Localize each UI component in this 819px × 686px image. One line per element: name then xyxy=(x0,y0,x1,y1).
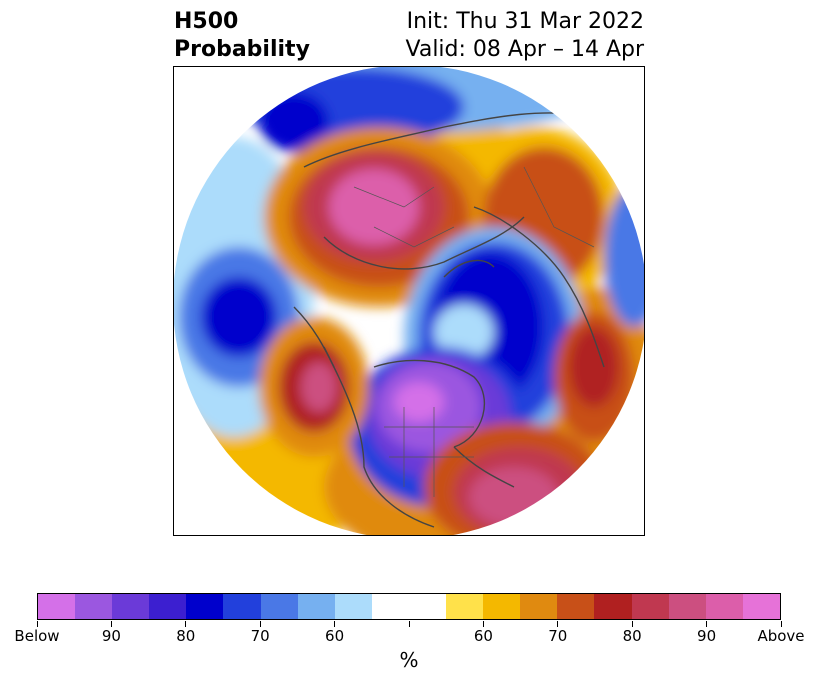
colorbar-swatch xyxy=(297,594,335,619)
colorbar-tick-label: 90 xyxy=(101,627,121,645)
colorbar-tick-label: 70 xyxy=(250,627,270,645)
colorbar-swatch xyxy=(594,594,632,619)
map-panel xyxy=(173,66,645,536)
colorbar-swatch xyxy=(112,594,150,619)
colorbar-tick-label: 90 xyxy=(697,627,717,645)
colorbar-tick xyxy=(259,621,261,627)
colorbar-swatch xyxy=(557,594,595,619)
colorbar-tick-label: 70 xyxy=(548,627,568,645)
valid-range: Valid: 08 Apr – 14 Apr xyxy=(405,37,645,62)
coastlines xyxy=(293,112,605,528)
colorbar-unit: % xyxy=(399,648,419,672)
colorbar-swatch xyxy=(483,594,521,619)
colorbar-swatch xyxy=(705,594,743,619)
colorbar-tick-label: 80 xyxy=(622,627,642,645)
colorbar-tick xyxy=(557,621,559,627)
title-product: Probability xyxy=(174,37,310,62)
colorbar-tick xyxy=(408,621,410,627)
map-dates: Init: Thu 31 Mar 2022 Valid: 08 Apr – 14… xyxy=(406,8,645,64)
colorbar-tick xyxy=(780,621,782,627)
colorbar-swatch xyxy=(371,594,409,619)
country-borders xyxy=(353,166,595,497)
colorbar-swatch xyxy=(334,594,372,619)
colorbar-tick-label: Above xyxy=(757,627,805,645)
colorbar-tick xyxy=(36,621,38,627)
colorbar-tick xyxy=(185,621,187,627)
colorbar-swatch xyxy=(446,594,484,619)
colorbar-swatch xyxy=(408,594,447,619)
colorbar-tick-label: 60 xyxy=(325,627,345,645)
colorbar-tick xyxy=(631,621,633,627)
colorbar-tick xyxy=(110,621,112,627)
probability-map xyxy=(174,67,644,535)
colorbar-swatch xyxy=(149,594,187,619)
colorbar-swatch xyxy=(631,594,669,619)
colorbar-tick-label: Below xyxy=(14,627,60,645)
colorbar-swatch xyxy=(75,594,113,619)
colorbar-tick-label: 80 xyxy=(176,627,196,645)
colorbar-tick-label: 60 xyxy=(473,627,493,645)
colorbar-tick xyxy=(482,621,484,627)
map-title: H500 Probability xyxy=(174,8,310,64)
colorbar-swatch xyxy=(38,594,76,619)
title-variable: H500 xyxy=(174,9,239,34)
probability-field xyxy=(174,67,644,535)
colorbar-tick xyxy=(334,621,336,627)
colorbar-swatch xyxy=(186,594,224,619)
colorbar-swatch xyxy=(223,594,261,619)
colorbar-swatch xyxy=(260,594,298,619)
colorbar-tick xyxy=(706,621,708,627)
colorbar xyxy=(37,593,781,620)
colorbar-swatch xyxy=(668,594,706,619)
colorbar-swatch xyxy=(520,594,558,619)
init-date: Init: Thu 31 Mar 2022 xyxy=(406,9,644,34)
colorbar-swatch xyxy=(742,594,780,619)
